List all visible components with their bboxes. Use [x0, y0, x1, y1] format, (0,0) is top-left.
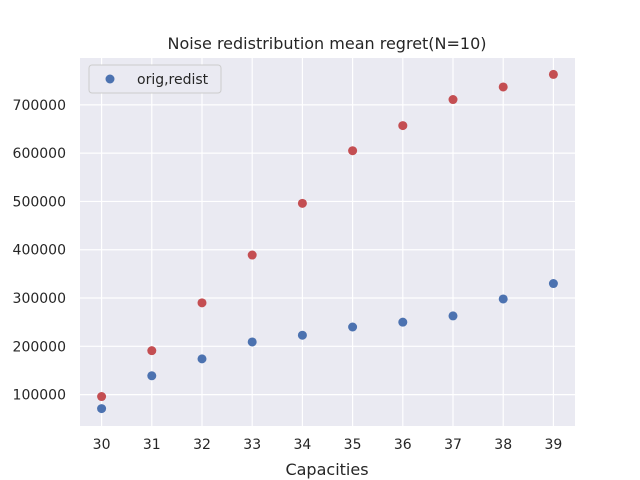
y-tick-label: 400000	[13, 243, 66, 259]
x-tick-label: 32	[193, 437, 211, 453]
x-tick-label: 37	[444, 437, 462, 453]
y-tick-label: 600000	[13, 146, 66, 162]
x-tick-label: 36	[394, 437, 412, 453]
data-point-series-0	[348, 322, 358, 332]
data-point-series-1	[247, 250, 257, 260]
grid-lines	[80, 58, 575, 426]
y-tick-label: 700000	[13, 98, 66, 114]
legend: orig,redist	[88, 64, 222, 94]
legend-marker	[105, 74, 115, 84]
data-point-series-1	[498, 82, 508, 92]
data-point-series-1	[348, 146, 358, 156]
legend-label: orig,redist	[137, 72, 209, 88]
data-point-series-0	[147, 371, 157, 381]
data-point-series-0	[97, 404, 107, 414]
x-tick-label: 38	[494, 437, 512, 453]
x-tick-label: 39	[544, 437, 562, 453]
chart-title: Noise redistribution mean regret(N=10)	[167, 34, 486, 53]
y-tick-label: 100000	[13, 388, 66, 404]
y-tick-label: 200000	[13, 339, 66, 355]
legend-box	[88, 64, 222, 94]
data-point-series-1	[147, 346, 157, 356]
x-tick-label: 33	[243, 437, 261, 453]
plot-background	[80, 58, 575, 426]
data-point-series-0	[398, 317, 408, 327]
data-point-series-0	[498, 294, 508, 304]
y-tick-label: 500000	[13, 194, 66, 210]
data-point-series-0	[197, 354, 207, 364]
data-point-series-1	[548, 69, 558, 79]
data-point-series-0	[297, 330, 307, 340]
data-point-series-1	[297, 198, 307, 208]
data-point-series-0	[448, 311, 458, 321]
data-point-series-1	[97, 392, 107, 402]
x-tick-labels: 30 31 32 33 34 35 36 37 38 39	[93, 437, 563, 453]
data-point-series-0	[247, 337, 257, 347]
y-tick-labels: 100000 200000 300000 400000 500000 600000 7000…	[13, 98, 66, 404]
x-tick-label: 34	[293, 437, 311, 453]
data-point-series-0	[548, 279, 558, 289]
data-point-series-1	[448, 95, 458, 105]
data-point-series-1	[398, 121, 408, 131]
x-tick-label: 35	[344, 437, 362, 453]
x-axis-label: Capacities	[285, 460, 368, 479]
y-tick-label: 300000	[13, 291, 66, 307]
x-tick-label: 31	[143, 437, 161, 453]
data-points	[97, 69, 558, 414]
data-point-series-1	[197, 298, 207, 308]
x-tick-label: 30	[93, 437, 111, 453]
